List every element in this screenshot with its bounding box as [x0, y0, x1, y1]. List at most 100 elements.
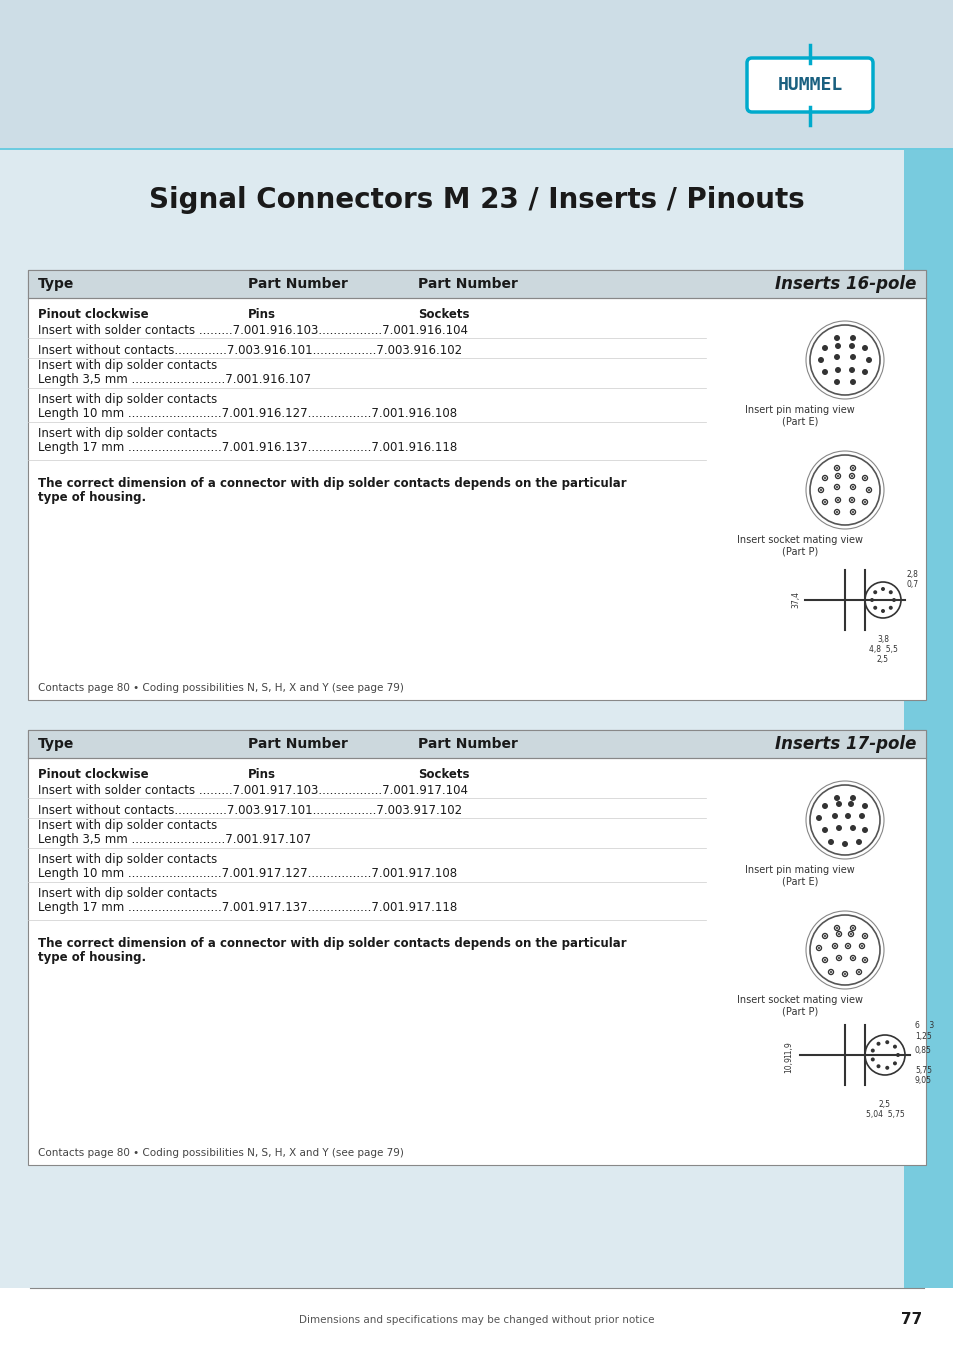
Circle shape	[831, 813, 837, 819]
Circle shape	[849, 933, 851, 936]
Text: Type: Type	[38, 737, 74, 751]
Circle shape	[821, 803, 827, 809]
Circle shape	[823, 958, 825, 961]
Circle shape	[849, 354, 855, 360]
Text: Insert pin mating view: Insert pin mating view	[744, 405, 854, 414]
Text: 11,9: 11,9	[783, 1042, 792, 1058]
Text: Insert with dip solder contacts: Insert with dip solder contacts	[38, 819, 217, 833]
Circle shape	[863, 958, 865, 961]
Text: 0,85: 0,85	[914, 1045, 931, 1054]
Circle shape	[851, 957, 853, 958]
Text: Length 17 mm .........................7.001.916.137.................7.001.916.11: Length 17 mm .........................7.…	[38, 441, 456, 455]
Text: Signal Connectors M 23 / Inserts / Pinouts: Signal Connectors M 23 / Inserts / Pinou…	[149, 186, 804, 215]
Circle shape	[867, 489, 869, 491]
Text: 0,7: 0,7	[906, 580, 918, 590]
Circle shape	[862, 346, 867, 351]
Circle shape	[872, 590, 877, 594]
Text: Dimensions and specifications may be changed without prior notice: Dimensions and specifications may be cha…	[299, 1315, 654, 1324]
Text: Insert with solder contacts .........7.001.917.103.................7.001.917.104: Insert with solder contacts .........7.0…	[38, 783, 468, 796]
Text: HUMMEL: HUMMEL	[777, 76, 841, 95]
Circle shape	[809, 784, 879, 855]
Text: (Part E): (Part E)	[781, 876, 818, 886]
FancyBboxPatch shape	[0, 148, 953, 161]
Circle shape	[836, 475, 838, 477]
Circle shape	[851, 486, 853, 487]
Circle shape	[851, 927, 853, 929]
Circle shape	[880, 587, 884, 591]
Text: type of housing.: type of housing.	[38, 490, 146, 504]
Text: Insert without contacts..............7.003.917.101.................7.003.917.102: Insert without contacts..............7.0…	[38, 803, 461, 817]
FancyBboxPatch shape	[0, 0, 953, 150]
Text: 6    3: 6 3	[914, 1021, 933, 1030]
Text: Pins: Pins	[248, 768, 275, 780]
Circle shape	[862, 369, 867, 375]
Circle shape	[872, 606, 877, 610]
Circle shape	[809, 915, 879, 986]
Circle shape	[823, 936, 825, 937]
Circle shape	[858, 813, 864, 819]
Circle shape	[834, 343, 841, 350]
Circle shape	[862, 803, 867, 809]
FancyBboxPatch shape	[28, 730, 925, 1165]
Circle shape	[835, 486, 837, 487]
Circle shape	[836, 500, 838, 501]
Circle shape	[851, 512, 853, 513]
Text: Length 3,5 mm .........................7.001.916.107: Length 3,5 mm .........................7…	[38, 374, 311, 386]
Text: Type: Type	[38, 277, 74, 292]
Circle shape	[865, 356, 871, 363]
FancyBboxPatch shape	[28, 730, 925, 757]
Circle shape	[863, 477, 865, 479]
Circle shape	[821, 346, 827, 351]
Circle shape	[835, 801, 841, 807]
Circle shape	[850, 475, 852, 477]
Text: Part Number: Part Number	[417, 277, 517, 292]
Circle shape	[849, 335, 855, 342]
Circle shape	[835, 927, 837, 929]
Text: (Part P): (Part P)	[781, 545, 818, 556]
Text: Part Number: Part Number	[248, 277, 348, 292]
Circle shape	[821, 828, 827, 833]
Circle shape	[851, 467, 853, 468]
Circle shape	[827, 838, 833, 845]
Circle shape	[835, 467, 837, 468]
Text: (Part P): (Part P)	[781, 1006, 818, 1017]
Circle shape	[833, 335, 840, 342]
Circle shape	[870, 1057, 874, 1061]
Text: 2,5: 2,5	[878, 1100, 890, 1108]
FancyBboxPatch shape	[0, 150, 903, 1291]
Text: Insert with solder contacts .........7.001.916.103.................7.001.916.104: Insert with solder contacts .........7.0…	[38, 324, 468, 336]
Circle shape	[892, 1045, 896, 1049]
Text: 3,8: 3,8	[876, 634, 888, 644]
Circle shape	[815, 815, 821, 821]
Text: Length 3,5 mm .........................7.001.917.107: Length 3,5 mm .........................7…	[38, 833, 311, 846]
Circle shape	[846, 945, 848, 946]
Circle shape	[841, 841, 847, 846]
Circle shape	[884, 1065, 888, 1069]
Text: Insert without contacts..............7.003.916.101.................7.003.916.102: Insert without contacts..............7.0…	[38, 343, 461, 356]
Text: Inserts 16-pole: Inserts 16-pole	[774, 275, 915, 293]
Text: Insert with dip solder contacts: Insert with dip solder contacts	[38, 428, 217, 440]
Circle shape	[849, 379, 855, 385]
Text: Part Number: Part Number	[248, 737, 348, 751]
Circle shape	[849, 795, 855, 801]
Circle shape	[835, 825, 841, 832]
Circle shape	[823, 501, 825, 504]
Text: Insert socket mating view: Insert socket mating view	[737, 535, 862, 545]
Text: Length 10 mm .........................7.001.917.127.................7.001.917.10: Length 10 mm .........................7.…	[38, 868, 456, 880]
Text: Pinout clockwise: Pinout clockwise	[38, 308, 149, 320]
Text: Length 17 mm .........................7.001.917.137.................7.001.917.11: Length 17 mm .........................7.…	[38, 902, 456, 914]
Circle shape	[892, 1061, 896, 1065]
Circle shape	[833, 795, 840, 801]
Text: 2,8: 2,8	[906, 571, 918, 579]
Text: Part Number: Part Number	[417, 737, 517, 751]
Circle shape	[837, 957, 840, 958]
Circle shape	[863, 501, 865, 504]
FancyBboxPatch shape	[746, 58, 872, 112]
FancyBboxPatch shape	[0, 1288, 953, 1350]
Circle shape	[833, 379, 840, 385]
Text: Insert with dip solder contacts: Insert with dip solder contacts	[38, 359, 217, 373]
Circle shape	[876, 1064, 880, 1068]
Text: The correct dimension of a connector with dip solder contacts depends on the par: The correct dimension of a connector wit…	[38, 937, 626, 949]
Circle shape	[809, 325, 879, 396]
Text: 5,04  5,75: 5,04 5,75	[864, 1110, 903, 1119]
